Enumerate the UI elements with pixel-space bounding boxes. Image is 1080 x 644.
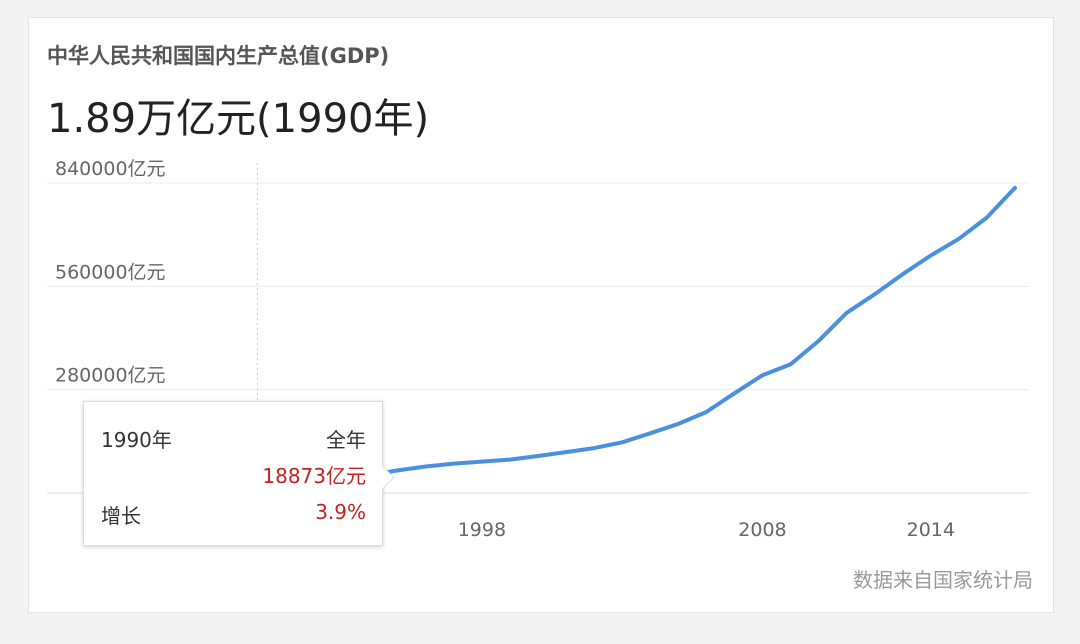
y-axis-labels: 280000亿元 560000亿元 840000亿元 <box>55 158 166 387</box>
data-tooltip: 1990年 全年 18873亿元 增长 3.9% <box>83 401 383 546</box>
tooltip-period: 全年 <box>326 428 366 452</box>
data-source: 数据来自国家统计局 <box>853 568 1033 592</box>
x-tick-label: 2014 <box>907 519 955 541</box>
y-tick-label: 840000亿元 <box>55 158 166 180</box>
tooltip-growth-label: 增长 <box>101 504 141 528</box>
x-tick-label: 2008 <box>738 519 786 541</box>
chart-title: 中华人民共和国国内生产总值(GDP) <box>47 44 390 68</box>
tooltip-year: 1990年 <box>101 428 172 452</box>
y-tick-label: 280000亿元 <box>55 365 166 387</box>
x-tick-label: 1998 <box>458 519 506 541</box>
gdp-card: 中华人民共和国国内生产总值(GDP) 1.89万亿元(1990年) 280000… <box>28 17 1054 613</box>
tooltip-value: 18873亿元 <box>262 464 366 488</box>
headline-value: 1.89万亿元(1990年) <box>47 96 430 142</box>
tooltip-growth: 3.9% <box>315 500 366 524</box>
y-tick-label: 560000亿元 <box>55 261 166 283</box>
